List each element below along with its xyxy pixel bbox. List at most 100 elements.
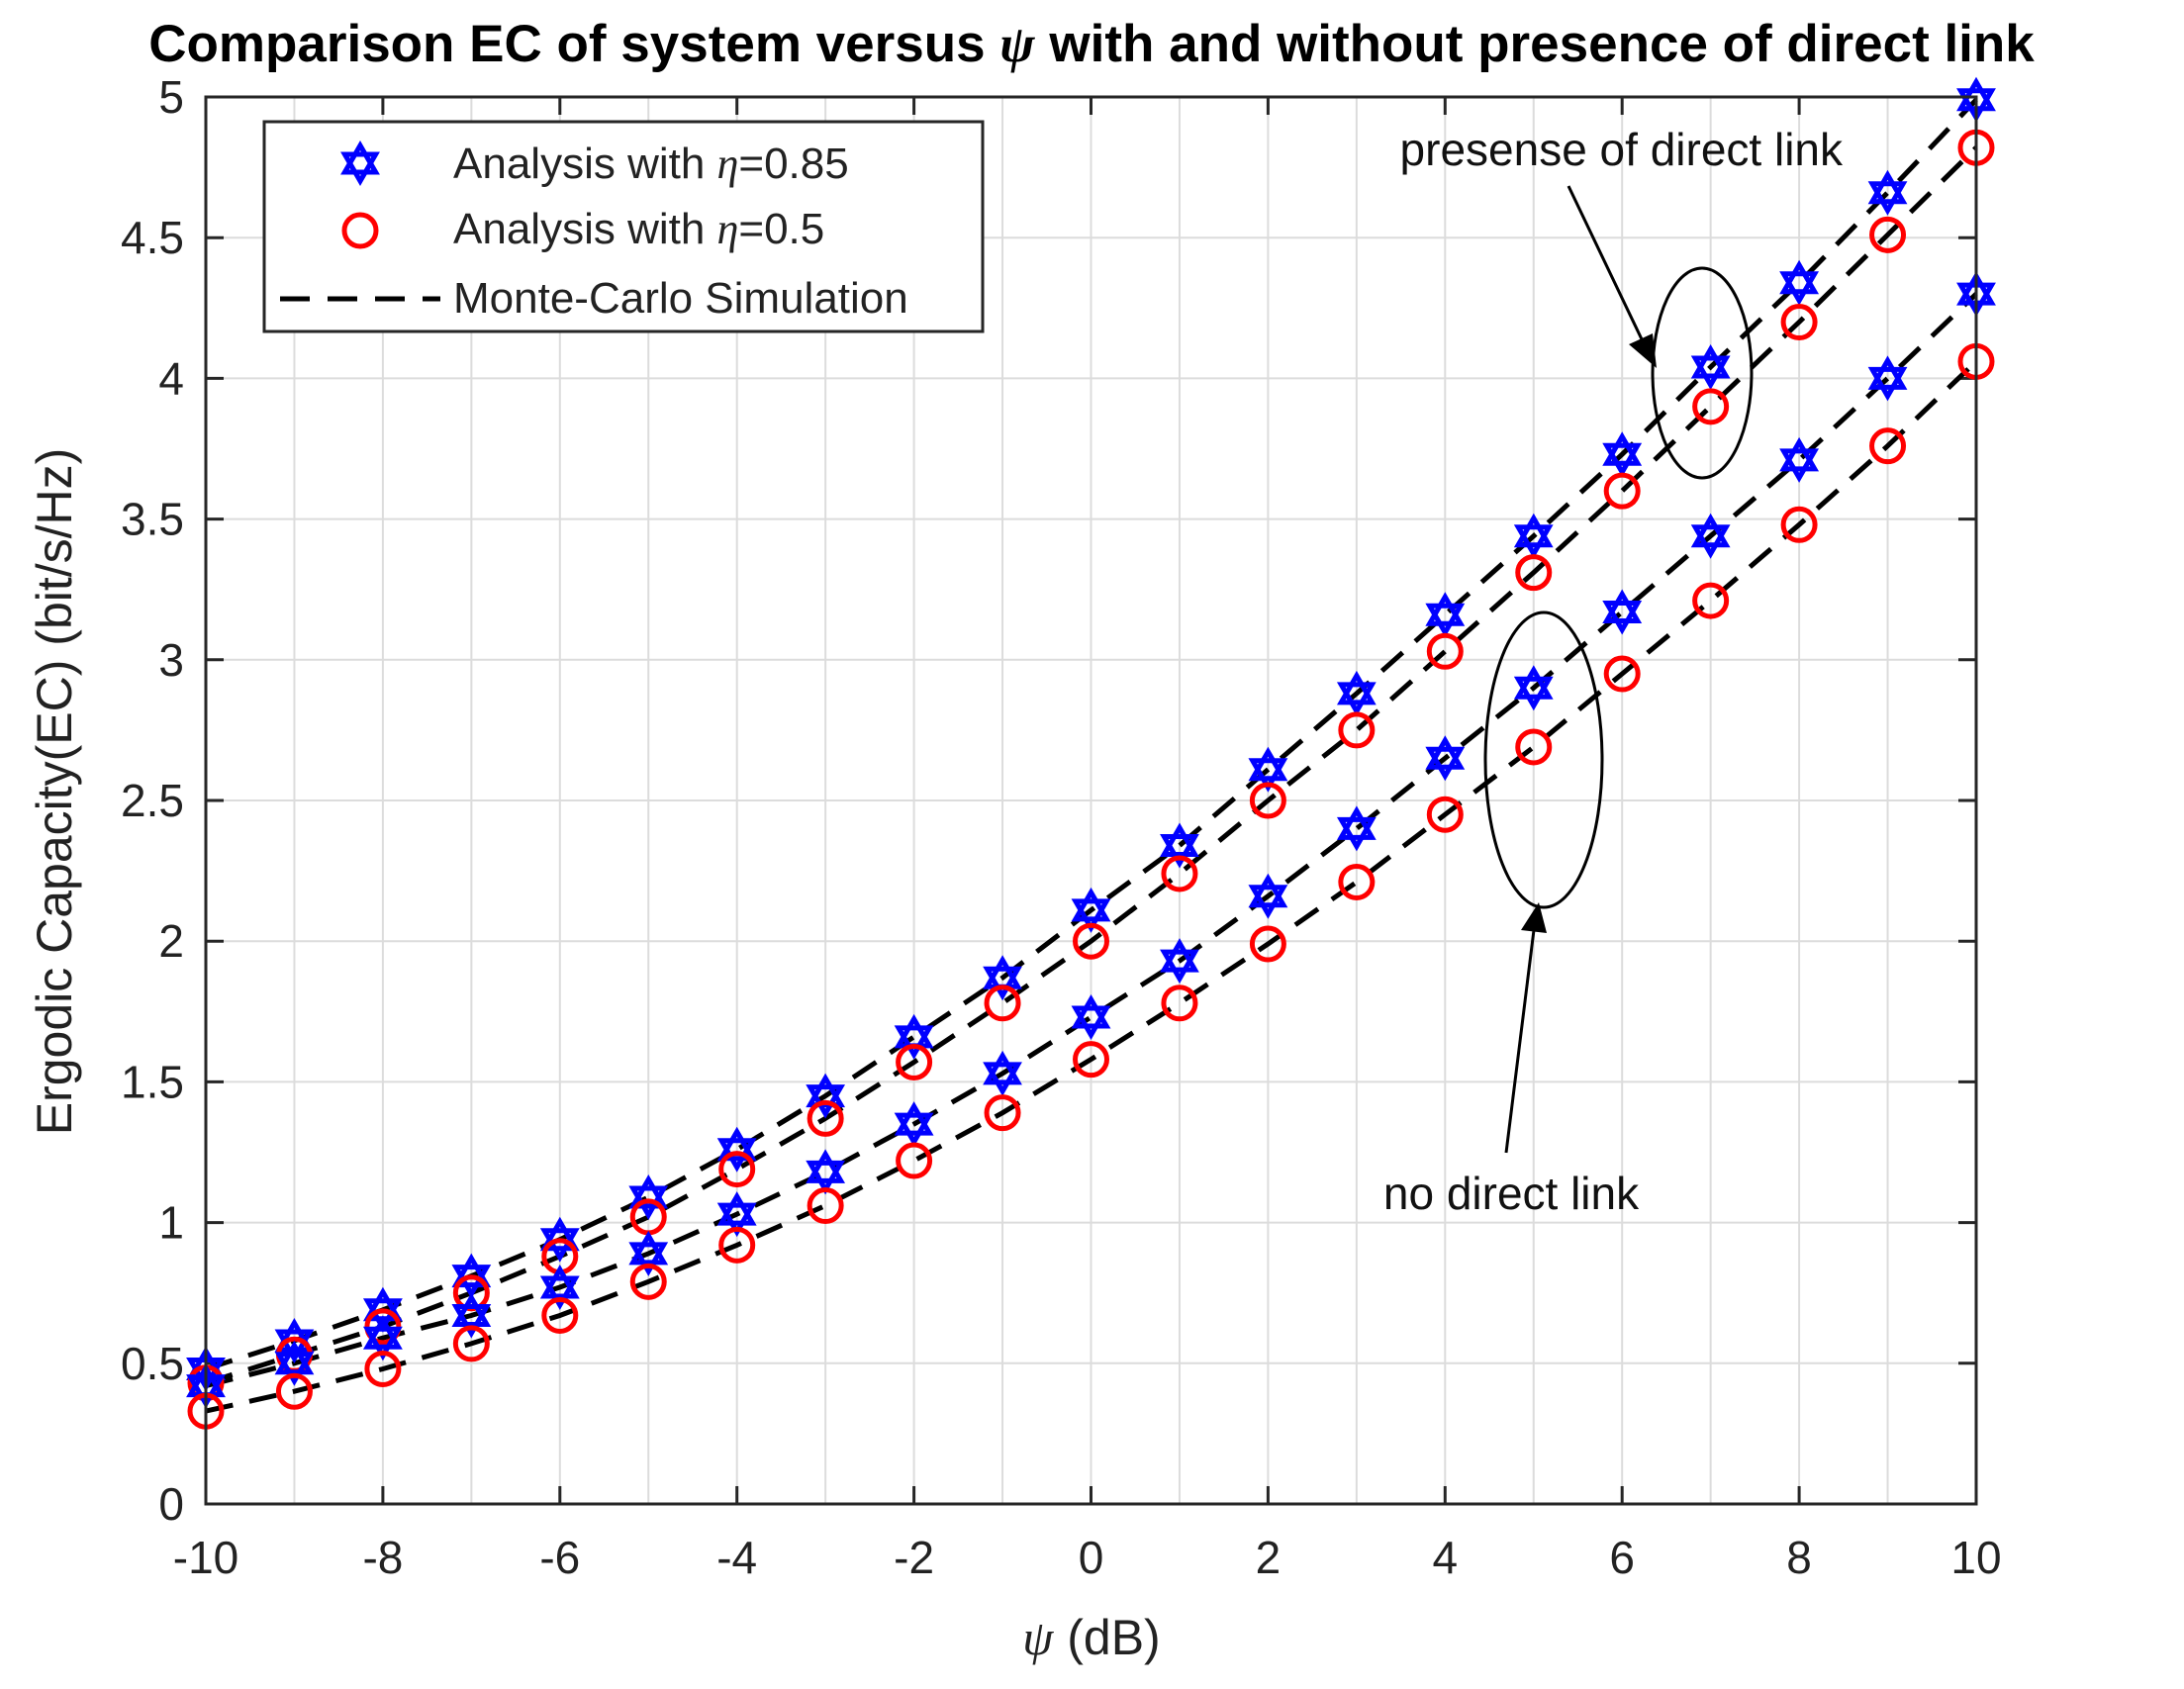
data-point-series-1-triangle-down <box>1779 271 1820 306</box>
y-tick-label: 3 <box>158 634 184 686</box>
legend-hexagram-marker-triangle-up <box>340 141 380 175</box>
data-point-series-3 <box>983 1050 1022 1096</box>
data-point-series-3-triangle-up <box>1160 938 1199 973</box>
data-point-series-1-triangle-down <box>806 1084 846 1119</box>
data-point-series-3 <box>806 1149 846 1195</box>
data-point-series-1-triangle-up <box>1513 513 1554 548</box>
data-point-series-3-triangle-down <box>1248 885 1288 919</box>
data-point-series-4 <box>718 1226 756 1264</box>
legend-entry-2-suffix: =0.5 <box>738 205 824 253</box>
annotation-no-direct-link-arrowhead <box>1521 902 1547 933</box>
y-tick-label: 2.5 <box>121 775 184 826</box>
data-point-series-3-triangle-up <box>362 1315 403 1350</box>
simulation-line-series-1 <box>205 98 1978 1371</box>
legend: Analysis with η=0.85 Analysis with η=0.5… <box>262 120 985 333</box>
chart-title-part-3: with and without presence of direct link <box>1035 15 2036 73</box>
data-point-series-3 <box>1425 735 1466 782</box>
data-point-series-1-triangle-down <box>983 966 1022 1001</box>
y-axis-label: Ergodic Capacity(EC) (bit/s/Hz) <box>27 448 82 1136</box>
data-point-series-4 <box>1161 985 1198 1022</box>
legend-entry-2-symbol: η <box>717 205 739 253</box>
annotation-direct-link-text: presense of direct link <box>1400 124 1844 175</box>
data-point-series-2 <box>1603 472 1641 510</box>
annotation-no-direct-link-ellipse <box>1483 610 1604 909</box>
data-point-series-3-triangle-up <box>1513 665 1554 700</box>
data-point-series-1-triangle-up <box>1160 822 1199 857</box>
data-point-series-3-triangle-down <box>1779 448 1820 483</box>
data-point-series-4 <box>1780 506 1818 543</box>
data-point-series-2 <box>1515 554 1553 592</box>
data-point-series-3 <box>1779 436 1820 483</box>
data-point-series-2 <box>1869 216 1907 253</box>
data-point-series-3-triangle-down <box>1425 746 1466 782</box>
data-point-series-3 <box>1248 873 1288 919</box>
data-point-series-3-triangle-down <box>1160 949 1199 985</box>
legend-entry-2: Analysis with η=0.5 <box>453 205 824 253</box>
x-axis-label: ψ (dB) <box>1022 1610 1160 1665</box>
data-point-series-1-triangle-down <box>1956 88 1996 123</box>
data-point-series-3-triangle-down <box>1602 601 1643 635</box>
legend-entry-1-prefix: Analysis with <box>453 140 717 188</box>
data-point-series-1 <box>1336 670 1377 716</box>
data-point-series-1-triangle-up <box>1690 343 1731 379</box>
x-tick-label: -6 <box>539 1532 580 1583</box>
data-point-series-3-triangle-down <box>983 1062 1022 1096</box>
series-lines <box>205 98 1978 1414</box>
data-point-series-3 <box>1071 994 1111 1040</box>
y-tick-label: 3.5 <box>121 494 184 545</box>
data-point-series-1 <box>1513 513 1554 559</box>
data-point-series-3 <box>894 1101 934 1148</box>
data-point-series-1 <box>1248 746 1288 793</box>
data-point-series-3-triangle-down <box>539 1275 580 1310</box>
data-point-series-3 <box>1513 665 1554 711</box>
y-tick-label: 4.5 <box>121 212 184 263</box>
data-point-series-1-triangle-down <box>894 1025 934 1060</box>
data-point-series-1-triangle-up <box>1248 746 1288 782</box>
data-point-series-4 <box>807 1187 844 1225</box>
data-point-series-3-triangle-up <box>1779 436 1820 472</box>
annotation-direct-link-arrowhead <box>1629 333 1657 368</box>
data-point-series-1-triangle-up <box>1336 670 1377 705</box>
data-point-series-3-triangle-up <box>806 1149 846 1183</box>
data-point-series-3-triangle-down <box>1513 676 1554 711</box>
data-point-series-4 <box>364 1350 402 1387</box>
legend-entry-3: Monte-Carlo Simulation <box>453 274 908 323</box>
data-point-series-2 <box>1692 388 1730 425</box>
x-tick-label: 4 <box>1433 1532 1459 1583</box>
data-point-series-3-triangle-down <box>362 1326 403 1361</box>
data-point-series-1-triangle-up <box>1779 259 1820 295</box>
data-point-series-3-triangle-down <box>716 1202 757 1238</box>
data-point-series-2 <box>1161 855 1198 892</box>
data-point-series-1 <box>1602 431 1643 478</box>
data-point-series-2 <box>1073 922 1109 960</box>
data-point-series-3 <box>716 1191 757 1238</box>
data-point-series-3 <box>1867 355 1908 402</box>
data-point-series-4 <box>984 1094 1021 1132</box>
x-tick-label: 8 <box>1786 1532 1812 1583</box>
data-point-series-3 <box>1336 805 1377 852</box>
simulation-line-series-3 <box>205 292 1978 1389</box>
data-point-series-1-triangle-down <box>1867 181 1908 216</box>
legend-marker-circle <box>341 212 379 249</box>
data-point-series-1-triangle-up <box>1425 592 1466 626</box>
x-tick-label: -10 <box>173 1532 238 1583</box>
data-point-series-1 <box>1690 343 1731 391</box>
y-tick-label: 4 <box>158 352 184 404</box>
x-tick-label: 2 <box>1256 1532 1282 1583</box>
y-tick-label: 1 <box>158 1197 184 1249</box>
data-point-series-3-triangle-down <box>1867 366 1908 402</box>
data-point-series-2 <box>1338 711 1376 749</box>
data-point-series-4 <box>1603 655 1641 693</box>
data-point-series-1-triangle-up <box>539 1216 580 1252</box>
data-point-series-1 <box>1160 822 1199 869</box>
legend-hexagram-marker <box>340 141 380 186</box>
data-point-series-2 <box>984 985 1021 1022</box>
data-point-series-4 <box>1249 925 1286 963</box>
data-point-series-4 <box>452 1325 490 1362</box>
data-point-series-3 <box>1602 589 1643 635</box>
annotation-no-direct-link-arrow-line <box>1504 929 1536 1154</box>
data-point-series-1-triangle-down <box>1690 355 1731 391</box>
simulation-line-series-4 <box>205 359 1978 1414</box>
data-point-series-1 <box>1867 169 1908 216</box>
